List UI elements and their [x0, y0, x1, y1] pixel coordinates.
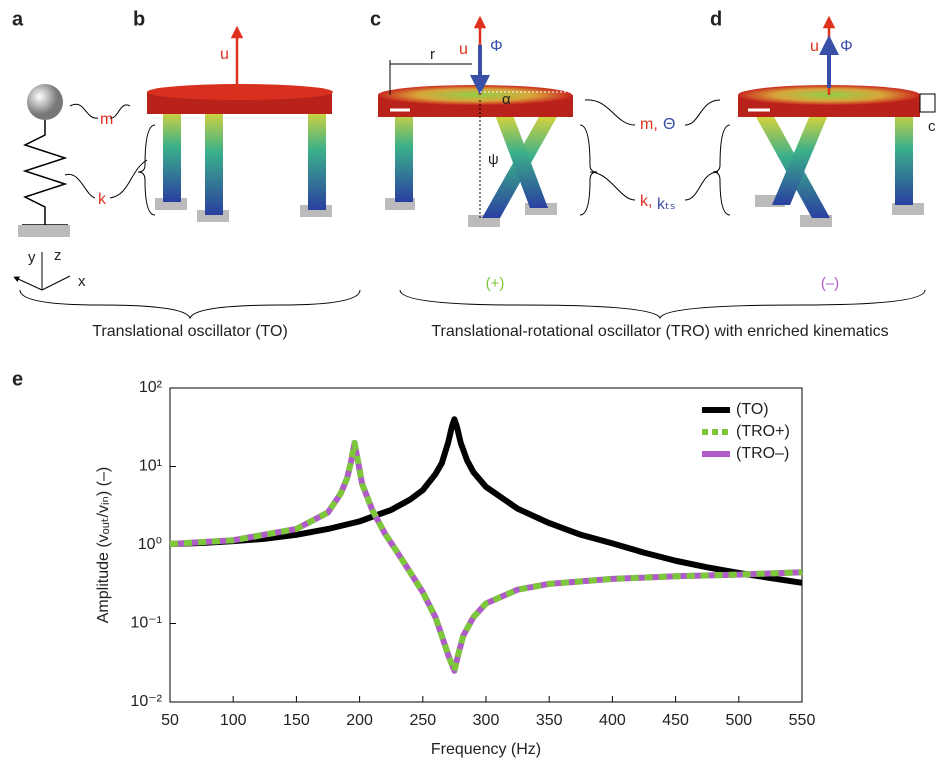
y-tick-label: 10⁰ — [138, 536, 162, 553]
panel-label: b — [133, 8, 145, 30]
phi-label: Φ — [840, 38, 853, 55]
to-structure — [147, 25, 333, 222]
u-label: u — [220, 46, 229, 63]
series-line — [169, 416, 803, 586]
legend-label: (TO) — [736, 401, 769, 418]
x-tick-label: 250 — [409, 712, 436, 729]
legend-label: (TRO+) — [736, 423, 790, 440]
panel-label: d — [710, 8, 722, 30]
x-tick-label: 300 — [473, 712, 500, 729]
axis-label: y — [28, 249, 36, 266]
plot-frame — [169, 387, 803, 703]
panel-label: a — [12, 8, 24, 30]
panel-label: e — [12, 368, 23, 390]
series-line — [169, 439, 803, 674]
caption: Translational oscillator (TO) — [92, 323, 288, 340]
radius-label: r — [430, 46, 435, 63]
spring-mass — [18, 84, 70, 237]
mass-label: m — [100, 111, 113, 128]
c-label: c — [928, 118, 936, 135]
caption: Translational-rotational oscillator (TRO… — [431, 323, 888, 340]
tro-plus — [378, 15, 573, 227]
panel-label: c — [370, 8, 381, 30]
sign-label: (+) — [486, 275, 505, 292]
x-tick-label: 150 — [283, 712, 310, 729]
y-tick-label: 10⁻² — [130, 693, 162, 710]
x-tick-label: 350 — [536, 712, 563, 729]
x-tick-label: 550 — [789, 712, 816, 729]
tro-minus — [738, 15, 936, 227]
mass-label: m, — [640, 116, 658, 133]
phi-label: Φ — [490, 38, 503, 55]
x-tick-label: 100 — [220, 712, 247, 729]
series-line — [169, 439, 803, 674]
theta-label: Θ — [663, 116, 675, 133]
x-axis-label: Frequency (Hz) — [431, 741, 541, 758]
alpha-label: α — [502, 91, 511, 108]
stiffness-label: k — [98, 191, 107, 208]
x-tick-label: 450 — [662, 712, 689, 729]
y-axis-label: Amplitude (vₒᵤₜ/vᵢₙ) (–) — [95, 467, 112, 623]
u-label: u — [459, 41, 468, 58]
psi-label: ψ — [488, 151, 499, 168]
y-tick-label: 10¹ — [139, 458, 162, 475]
x-tick-label: 200 — [346, 712, 373, 729]
legend-label: (TRO–) — [736, 445, 789, 462]
sign-label: (–) — [821, 275, 839, 292]
x-tick-label: 400 — [599, 712, 626, 729]
diagrams: a b c d m k u y z x Translational oscill… — [12, 8, 936, 340]
y-tick-label: 10² — [139, 379, 163, 396]
kts-label: kₜₛ — [657, 196, 676, 213]
axis-label: x — [78, 273, 86, 290]
stiffness-label: k, — [640, 193, 652, 210]
x-tick-label: 500 — [725, 712, 752, 729]
y-tick-label: 10⁻¹ — [130, 615, 162, 632]
x-tick-label: 50 — [161, 712, 179, 729]
u-label: u — [810, 38, 819, 55]
axis-label: z — [54, 247, 62, 264]
